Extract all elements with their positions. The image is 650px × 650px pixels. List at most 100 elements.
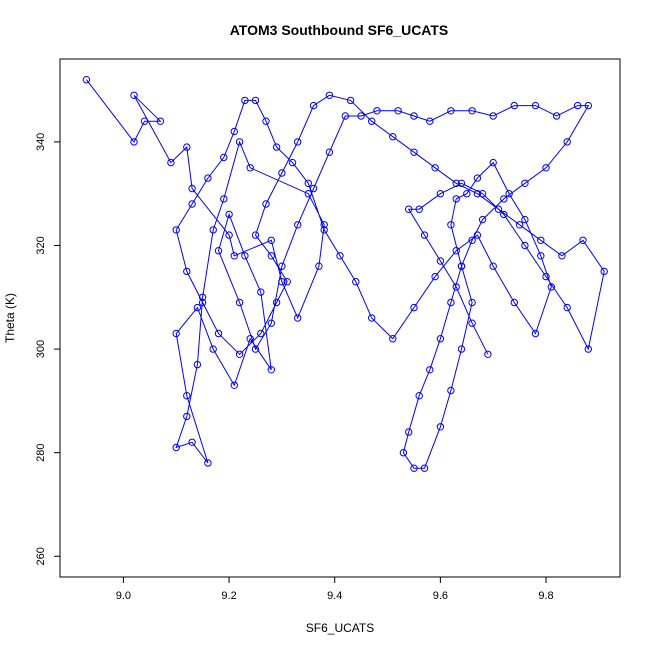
data-point	[183, 143, 191, 151]
data-point	[410, 464, 418, 472]
data-point	[278, 169, 286, 177]
data-point	[368, 117, 376, 125]
data-point	[389, 133, 397, 141]
data-point	[431, 272, 439, 281]
data-point	[235, 350, 244, 358]
x-axis: 9.0 9.2 9.4 9.6 9.8	[116, 577, 554, 602]
data-point	[172, 329, 180, 338]
x-tick-label: 9.0	[116, 590, 131, 602]
data-point	[230, 252, 239, 260]
plot-area	[82, 76, 608, 472]
data-point	[156, 117, 165, 125]
data-point	[188, 438, 196, 446]
data-point	[230, 127, 239, 136]
data-point	[473, 231, 482, 239]
data-point	[357, 112, 365, 120]
data-point	[336, 252, 344, 260]
x-axis-label: SF6_UCATS	[306, 621, 374, 635]
data-point	[262, 117, 270, 125]
data-point	[309, 101, 318, 110]
data-point	[410, 112, 418, 120]
data-point	[457, 179, 466, 188]
data-point	[505, 190, 513, 198]
data-point	[542, 272, 550, 281]
data-point	[410, 303, 418, 312]
data-point	[447, 386, 455, 395]
data-point	[452, 247, 460, 255]
data-point	[468, 298, 476, 307]
data-point	[246, 335, 254, 343]
data-point	[584, 101, 592, 110]
data-point	[294, 314, 302, 322]
data-point	[352, 278, 360, 286]
y-axis-label: Theta (K)	[3, 293, 17, 343]
data-point	[188, 200, 196, 208]
series-line	[86, 79, 605, 469]
data-point	[193, 360, 202, 369]
data-point	[172, 226, 180, 234]
data-point	[452, 179, 460, 188]
data-point	[500, 195, 508, 203]
data-point	[278, 278, 286, 286]
data-point	[473, 190, 482, 198]
data-point	[257, 329, 265, 338]
data-point	[394, 107, 402, 115]
data-point	[478, 190, 487, 198]
data-point	[220, 195, 228, 203]
data-point	[574, 101, 582, 110]
data-point	[130, 91, 138, 100]
data-point	[478, 215, 487, 224]
data-point	[457, 345, 466, 353]
chart-title: ATOM3 Southbound SF6_UCATS	[230, 22, 449, 38]
data-point	[288, 158, 297, 167]
data-point	[484, 350, 492, 358]
data-point	[468, 107, 476, 115]
y-axis: 260 280 300 320 340	[35, 133, 60, 565]
data-point	[304, 179, 312, 188]
data-point	[272, 298, 281, 307]
data-point	[198, 298, 207, 307]
data-point	[436, 423, 445, 431]
data-point	[225, 210, 233, 219]
data-point	[315, 262, 323, 270]
data-point	[251, 96, 260, 105]
data-point	[494, 205, 503, 213]
data-point	[420, 464, 429, 472]
data-point	[405, 205, 413, 213]
data-point	[283, 278, 291, 286]
y-tick-label: 260	[35, 547, 47, 565]
data-point	[204, 459, 212, 467]
data-point	[246, 164, 254, 172]
data-point	[230, 381, 239, 389]
data-point	[552, 112, 561, 120]
data-point	[436, 190, 445, 198]
data-point	[220, 153, 228, 162]
data-point	[563, 138, 571, 146]
data-point	[325, 148, 334, 156]
data-point	[489, 158, 497, 167]
data-point	[294, 138, 302, 146]
data-point	[172, 443, 180, 452]
data-point	[452, 195, 460, 203]
data-point	[294, 221, 302, 229]
data-point	[447, 107, 455, 115]
data-point	[204, 174, 212, 182]
data-point	[452, 283, 460, 291]
data-point	[521, 241, 529, 250]
data-point	[368, 314, 376, 322]
data-point	[410, 148, 418, 156]
y-tick-label: 320	[35, 236, 47, 254]
data-point	[193, 303, 202, 312]
data-point	[130, 138, 138, 146]
data-point	[457, 262, 466, 270]
data-point	[447, 298, 455, 307]
data-point	[214, 247, 223, 255]
data-point	[473, 174, 482, 182]
data-point	[584, 345, 592, 353]
data-point	[389, 335, 397, 343]
data-point	[510, 101, 518, 110]
data-point	[341, 112, 349, 120]
y-tick-label: 340	[35, 133, 47, 151]
data-point	[267, 319, 275, 327]
data-point	[325, 91, 334, 100]
